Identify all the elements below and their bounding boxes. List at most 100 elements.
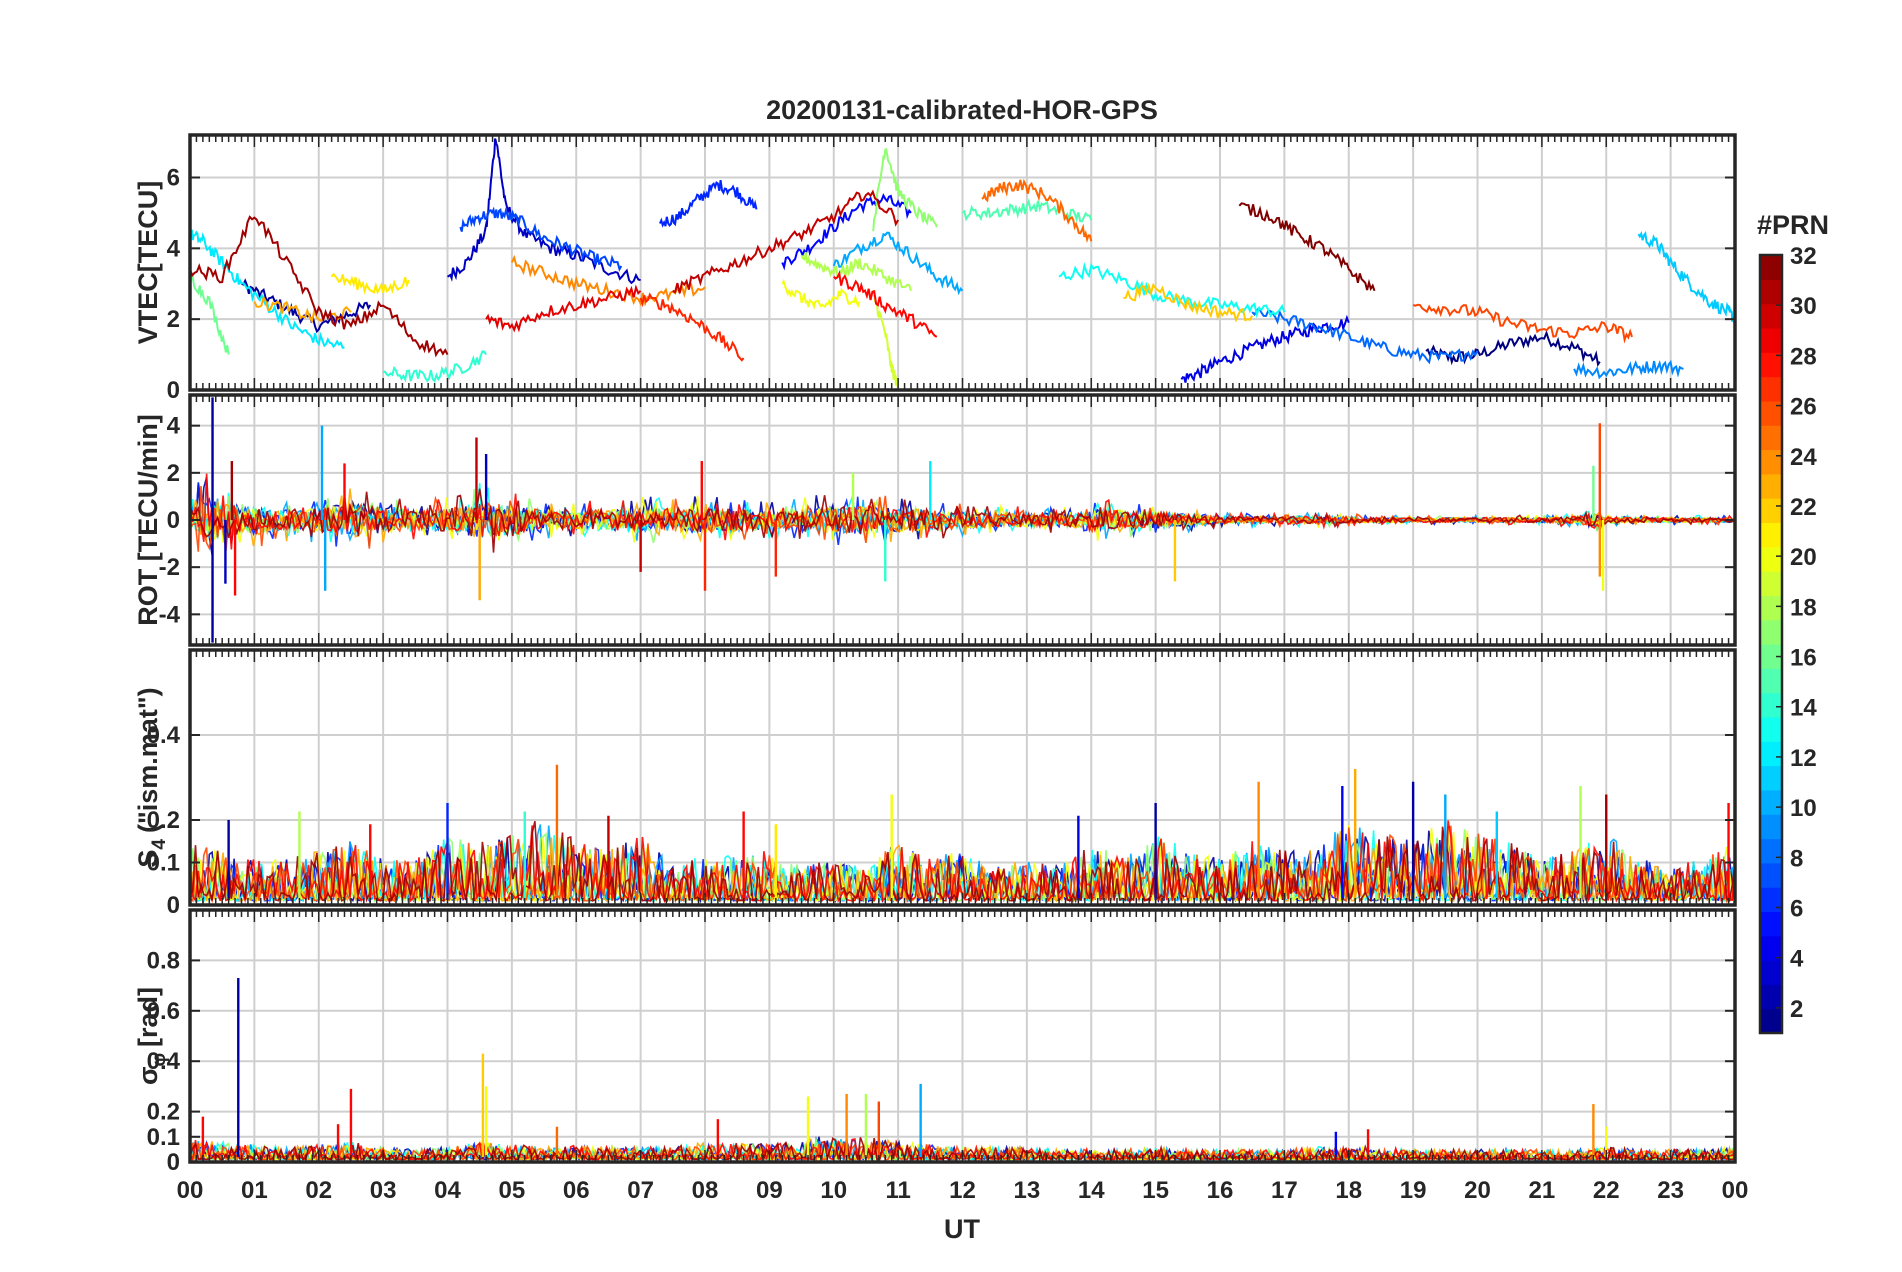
series-prn-7 [459, 206, 623, 272]
x-tick-label: 20 [1464, 1177, 1491, 1204]
colorbar-tick-label: 2 [1790, 996, 1803, 1023]
colorbar-segment [1760, 838, 1782, 864]
colorbar-segment [1760, 376, 1782, 402]
colorbar-segment [1760, 644, 1782, 669]
y-tick-label: 0.4 [147, 722, 181, 749]
colorbar-title: #PRN [1757, 210, 1829, 240]
series-prn-8 [1251, 306, 1479, 365]
colorbar-segment [1760, 692, 1782, 718]
y-tick-label: 2 [167, 460, 180, 487]
x-tick-label: 22 [1593, 1177, 1620, 1204]
series-prn-30 [672, 189, 899, 294]
series-prn-31 [190, 215, 449, 358]
x-tick-label: 05 [499, 1177, 526, 1204]
series-prn-4 [1180, 314, 1350, 383]
series-prn-21 [330, 272, 410, 295]
series-prn-3 [447, 138, 641, 285]
colorbar-segment [1760, 716, 1782, 742]
grid [189, 135, 1736, 391]
colorbar-segment [1760, 498, 1782, 524]
x-tick-label: 17 [1271, 1177, 1298, 1204]
series-prn-9 [1573, 359, 1684, 380]
x-tick-label: 00 [177, 1177, 204, 1204]
x-axis: 00 01 02 03 04 05 06 07 08 09 10 11 12 13 14 15 16 17 18 19… [177, 1177, 1749, 1204]
y-tick-label: 4 [167, 413, 181, 440]
y-tick-label: 0 [167, 507, 180, 534]
colorbar-segment [1760, 619, 1782, 645]
x-tick-label: 12 [949, 1177, 976, 1204]
y-tick-label: 0.8 [147, 947, 180, 974]
y-tick-label: 0.2 [147, 1099, 180, 1126]
noise-prn-28 [190, 473, 1735, 550]
series-prn-18 [800, 251, 912, 292]
y-tick-label: 4 [167, 235, 181, 262]
colorbar-segment [1760, 862, 1782, 888]
y-label-subscript: φ [149, 1053, 170, 1067]
colorbar-segment [1760, 887, 1782, 913]
x-tick-label: 06 [563, 1177, 590, 1204]
x-tick-label: 00 [1722, 1177, 1749, 1204]
colorbar-segment [1760, 814, 1782, 840]
x-tick-label: 03 [370, 1177, 397, 1204]
x-tick-label: 04 [434, 1177, 461, 1204]
series-prn-20 [781, 278, 861, 310]
y-tick-label: 0.1 [147, 850, 180, 877]
series-prn-28 [833, 270, 938, 338]
colorbar-tick-label: 14 [1790, 695, 1817, 722]
x-tick-label: 21 [1529, 1177, 1556, 1204]
x-tick-label: 01 [241, 1177, 268, 1204]
colorbar-segment [1760, 449, 1782, 475]
series-prn-19 [871, 289, 899, 390]
colorbar-segment [1760, 960, 1782, 985]
plot-area [190, 397, 1735, 643]
x-tick-label: 15 [1142, 1177, 1169, 1204]
y-label-suffix: ("ism.mat") [133, 687, 163, 833]
colorbar-tick-label: 30 [1790, 293, 1817, 320]
colorbar-tick-label: 12 [1790, 745, 1817, 772]
colorbar-tick-label: 10 [1790, 795, 1817, 822]
colorbar-segment [1760, 473, 1782, 499]
colorbar-segment [1760, 984, 1782, 1010]
colorbar-segment [1760, 400, 1782, 426]
colorbar-segment [1760, 935, 1782, 961]
series-prn-14 [382, 350, 487, 383]
x-tick-label: 08 [692, 1177, 719, 1204]
figure-title: 20200131-calibrated-HOR-GPS [766, 95, 1158, 125]
x-tick-label: 16 [1207, 1177, 1234, 1204]
colorbar-segment [1760, 595, 1782, 621]
colorbar-tick-label: 26 [1790, 394, 1817, 421]
grid [189, 910, 1736, 1163]
y-tick-label: -2 [159, 554, 180, 581]
y-label-suffix: [rad] [133, 987, 163, 1047]
colorbar-tick-label: 28 [1790, 343, 1817, 370]
y-tick-label: 0 [167, 1149, 180, 1176]
colorbar-tick-label: 18 [1790, 594, 1817, 621]
series-prn-16 [190, 273, 230, 355]
series-prn-32 [1238, 202, 1376, 292]
y-label-prefix: σ [133, 1067, 163, 1085]
series-prn-6 [658, 179, 758, 228]
colorbar-segment [1760, 911, 1782, 937]
colorbar-tick-label: 4 [1790, 946, 1804, 973]
y-label-subscript: 4 [149, 839, 170, 850]
series-prn-23 [253, 295, 352, 324]
y-tick-label: 6 [167, 165, 180, 192]
colorbar-segment [1760, 279, 1782, 305]
colorbar-segment [1760, 741, 1782, 767]
colorbar-segment [1760, 425, 1782, 451]
series-prn-22 [1123, 282, 1254, 323]
colorbar-segment [1760, 546, 1782, 572]
y-label-prefix: S [133, 850, 163, 868]
x-tick-label: 11 [885, 1177, 910, 1204]
colorbar-segment [1760, 668, 1782, 694]
noise-prn-31 [190, 488, 1735, 553]
y-axis-label: σφ [rad] [133, 987, 170, 1085]
colorbar-segment [1760, 571, 1782, 596]
series-prn-11 [1637, 230, 1735, 324]
y-tick-label: -4 [159, 601, 181, 628]
plot-area [190, 138, 1735, 390]
